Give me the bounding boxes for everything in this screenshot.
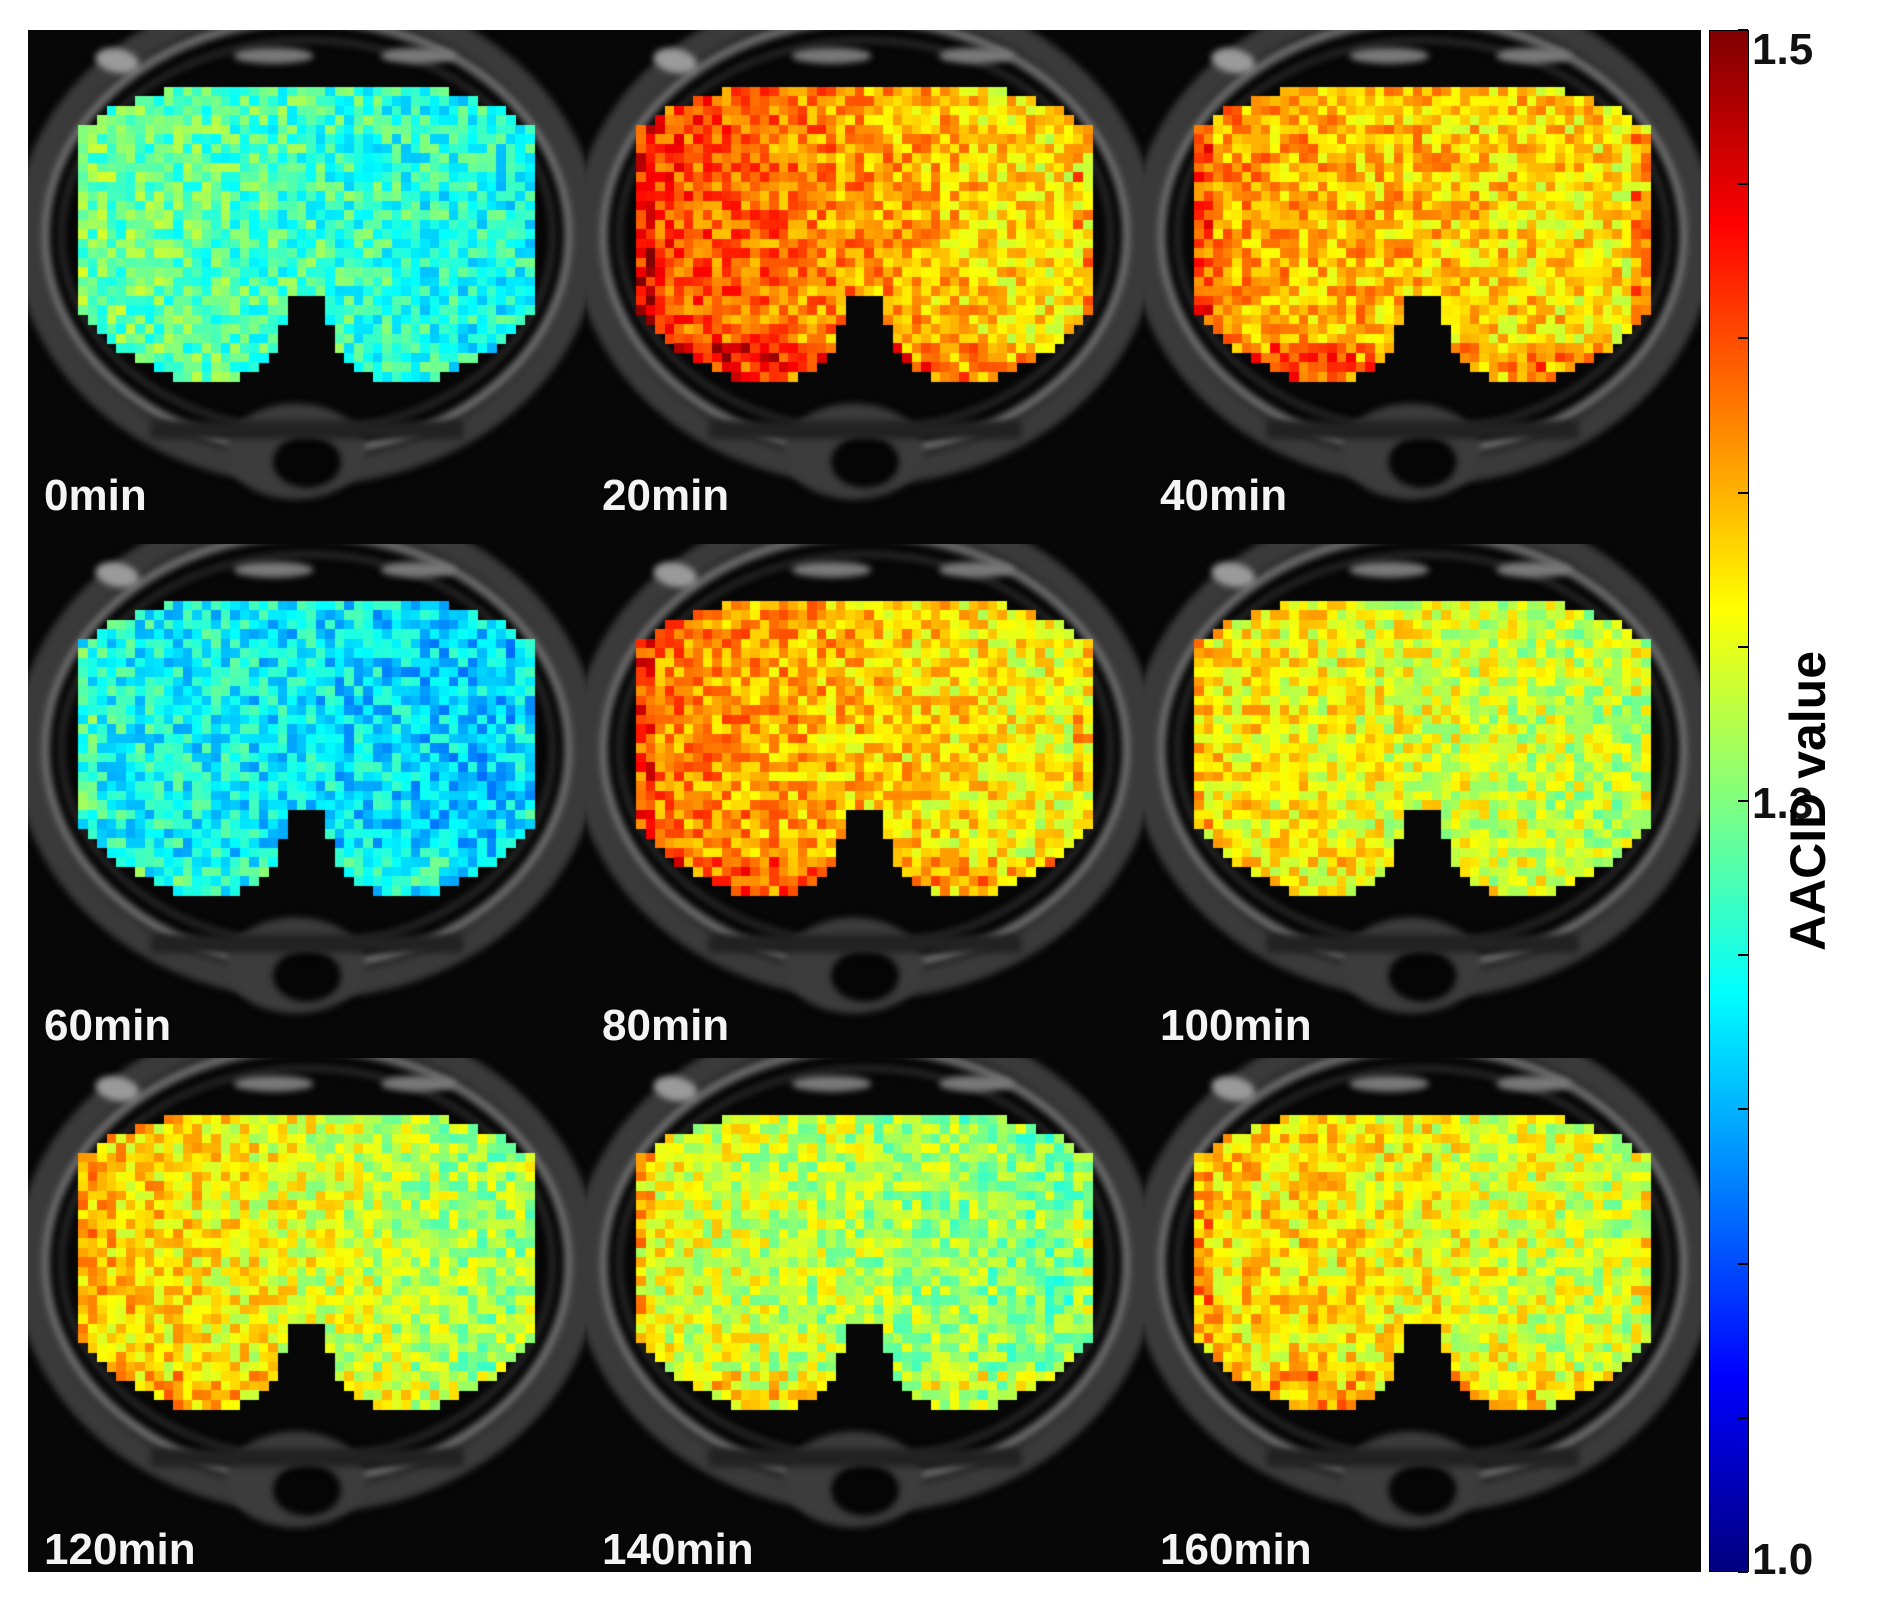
colorbar-tick: [1738, 1417, 1748, 1419]
colorbar-tick: [1738, 492, 1748, 494]
mri-image-160min: [1144, 1058, 1701, 1572]
mri-image-60min: [28, 544, 586, 1058]
mri-panel-80min: 80min: [586, 544, 1144, 1058]
mri-panel-0min: 0min: [28, 30, 586, 544]
colorbar-tick: [1738, 1571, 1748, 1573]
mri-image-0min: [28, 30, 586, 544]
mri-image-40min: [1144, 30, 1701, 544]
colorbar-tick: [1738, 337, 1748, 339]
mri-panel-140min: 140min: [586, 1058, 1144, 1572]
time-label-0min: 0min: [44, 471, 147, 520]
mri-image-140min: [586, 1058, 1144, 1572]
time-label-80min: 80min: [602, 1001, 730, 1050]
colorbar-max-label: 1.5: [1752, 25, 1814, 74]
mri-image-80min: [586, 544, 1144, 1058]
time-label-20min: 20min: [602, 471, 730, 520]
time-label-100min: 100min: [1160, 1001, 1312, 1050]
time-label-140min: 140min: [602, 1525, 754, 1572]
time-label-60min: 60min: [44, 1001, 172, 1050]
mri-image-20min: [586, 30, 1144, 544]
colorbar-tick: [1738, 29, 1748, 31]
mri-panel-grid: 0min 20min 40min 60min 80min 100min 120min 140m…: [28, 30, 1701, 1572]
colorbar-tick: [1738, 646, 1748, 648]
colorbar-tick: [1738, 800, 1748, 802]
time-label-40min: 40min: [1160, 471, 1288, 520]
colorbar-mid-label: 1.3: [1752, 779, 1814, 828]
time-label-160min: 160min: [1160, 1525, 1312, 1572]
mri-image-100min: [1144, 544, 1701, 1058]
mri-image-120min: [28, 1058, 586, 1572]
mri-panel-160min: 160min: [1144, 1058, 1701, 1572]
colorbar-title: AACID value: [1780, 650, 1836, 952]
colorbar-tick: [1738, 1108, 1748, 1110]
time-label-120min: 120min: [44, 1525, 196, 1572]
mri-panel-120min: 120min: [28, 1058, 586, 1572]
colorbar-min-label: 1.0: [1752, 1535, 1814, 1584]
mri-panel-20min: 20min: [586, 30, 1144, 544]
mri-panel-40min: 40min: [1144, 30, 1701, 544]
colorbar-tick: [1738, 1263, 1748, 1265]
colorbar-tick: [1738, 954, 1748, 956]
mri-panel-60min: 60min: [28, 544, 586, 1058]
colorbar-tick: [1738, 183, 1748, 185]
mri-panel-100min: 100min: [1144, 544, 1701, 1058]
